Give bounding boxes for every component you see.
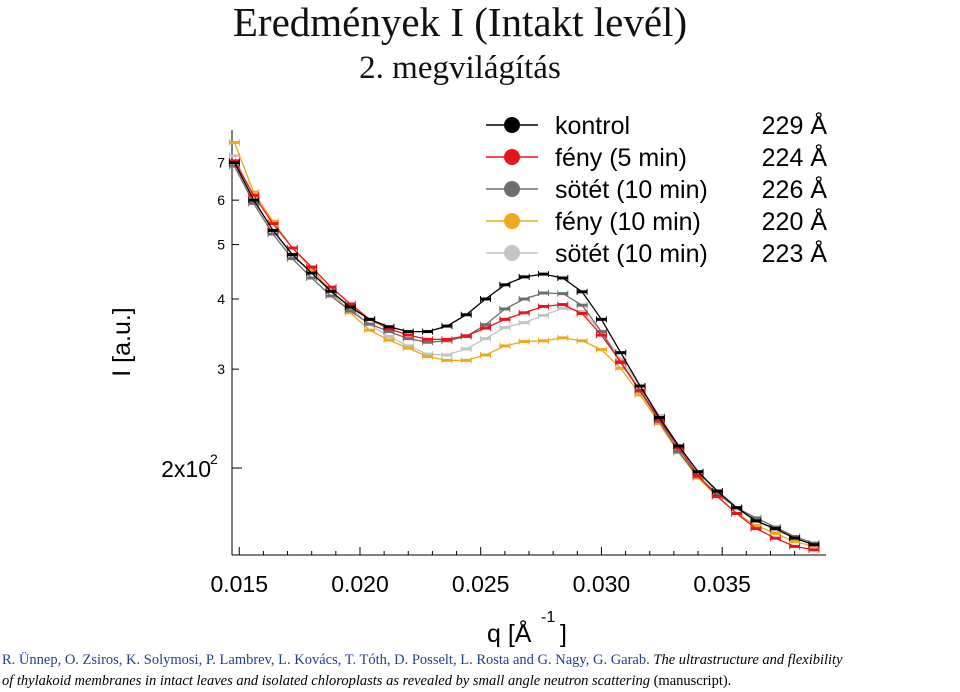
citation-line-1: R. Ünnep, O. Zsiros, K. Solymosi, P. Lam… [2,652,843,669]
legend-label: sötét (10 min) [555,240,708,268]
citation-line-2: of thylakoid membranes in intact leaves … [2,673,731,690]
page-title: Eredmények I (Intakt levél) [232,0,688,45]
series-line [233,162,815,546]
y-axis-label: I [a.u.] [108,307,136,376]
legend-marker [504,181,520,197]
x-tick-label: 0.025 [452,571,510,597]
series-line [233,160,815,551]
series-line [233,165,815,544]
series-line [233,142,815,548]
x-tick-label: 0.015 [210,571,268,597]
x-axis-label-bracket: ] [560,620,567,648]
y-base-exponent: 2 [210,451,218,467]
page-subtitle: 2. megvilágítás [359,50,561,86]
legend-value: 224 Å [762,142,828,172]
y-base-label: 2x10 [161,456,211,482]
x-axis-label: q [Å [487,618,532,648]
legend-label: fény (10 min) [555,208,701,236]
legend-label: kontrol [555,112,630,140]
legend-value: 226 Å [762,174,828,204]
legend-label: fény (5 min) [555,144,687,172]
x-axis-label-exponent: -1 [541,609,555,626]
y-tick-label: 3 [217,361,225,377]
legend-value: 220 Å [762,206,828,236]
legend-marker [504,213,520,229]
legend-value: 229 Å [762,110,828,140]
y-tick-label: 5 [217,237,225,253]
y-tick-label: 6 [217,192,225,208]
x-tick-label: 0.035 [693,571,751,597]
y-tick-label: 4 [217,291,225,307]
legend-marker [504,149,520,165]
legend-value: 223 Å [762,238,828,268]
citation-title-part1: The ultrastructure and flexibility [649,652,843,668]
citation-authors: R. Ünnep, O. Zsiros, K. Solymosi, P. Lam… [2,652,650,668]
x-tick-label: 0.020 [331,571,389,597]
citation-note: (manuscript). [649,673,732,689]
y-tick-label: 7 [217,155,225,171]
legend-marker [504,245,520,261]
legend-label: sötét (10 min) [555,176,708,204]
legend-marker [504,117,520,133]
citation-title-part2: of thylakoid membranes in intact leaves … [2,673,650,689]
x-tick-label: 0.030 [573,571,631,597]
series-line [233,155,815,546]
